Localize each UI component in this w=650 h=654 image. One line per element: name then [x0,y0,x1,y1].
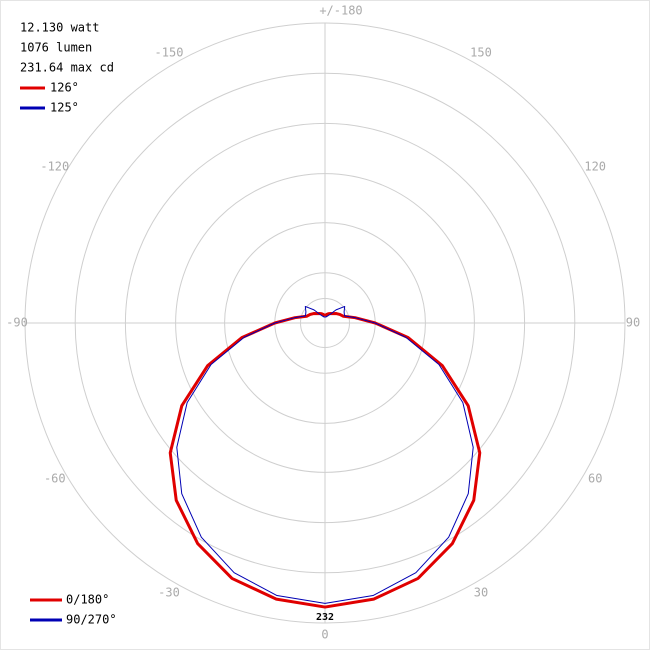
angle-label: -30 [158,586,180,600]
info-line: 12.130 watt [20,21,99,35]
ring [300,298,350,348]
angle-label: -60 [44,472,66,486]
angle-label: 120 [584,160,606,174]
ring [175,173,475,473]
ring [24,22,626,624]
angle-label: 30 [474,586,488,600]
ring [74,72,576,574]
beam-label: 126° [50,81,79,95]
angle-label: -150 [155,45,184,59]
angle-label: 60 [588,472,602,486]
series-curve [176,305,474,604]
rings [24,22,626,624]
series-curve [168,311,482,609]
ring [124,122,526,524]
angle-label: -120 [40,160,69,174]
angle-label: 0 [321,628,328,642]
legend-label: 90/270° [66,613,117,627]
beam-label: 125° [50,101,79,115]
angle-label: -90 [6,316,28,330]
info-line: 1076 lumen [20,41,92,55]
labels: +/-180 -150 150 -120 120 -90 90 -60 60 -30 30 0 232 1… [6,4,640,642]
curves [168,305,482,609]
peak-label: 232 [316,612,334,623]
angle-label: 150 [470,45,492,59]
angle-label: 90 [626,316,640,330]
angle-label: +/-180 [319,4,362,18]
ring [224,222,426,424]
info-line: 231.64 max cd [20,61,114,75]
legend-label: 0/180° [66,593,109,607]
